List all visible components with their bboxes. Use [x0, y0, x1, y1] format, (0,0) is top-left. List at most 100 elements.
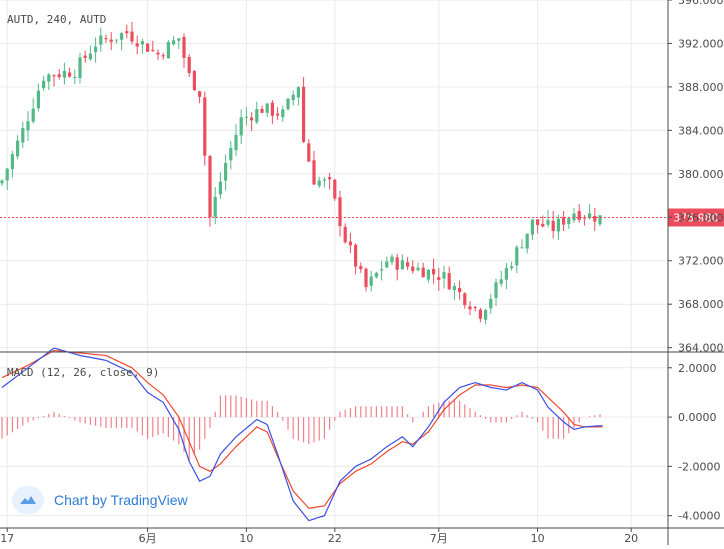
- candle-body: [328, 177, 332, 180]
- candle-body: [504, 268, 508, 280]
- candle-body: [593, 216, 597, 222]
- candle-body: [94, 46, 98, 53]
- time-tick-label: 22: [328, 532, 342, 545]
- candle-body: [0, 180, 4, 184]
- candle-body: [296, 87, 300, 98]
- tradingview-cloud-icon: [12, 486, 44, 514]
- candle-body: [120, 33, 124, 40]
- last-price-tag: [668, 208, 724, 227]
- candle-body: [437, 277, 441, 280]
- candle-body: [156, 52, 160, 55]
- candle-body: [52, 75, 56, 77]
- macd-tick-label: -2.0000: [678, 460, 720, 473]
- time-tick-label: 7月: [430, 532, 448, 545]
- candle-body: [203, 97, 207, 156]
- candle-body: [582, 217, 586, 219]
- candle-body: [187, 56, 191, 73]
- candle-body: [104, 38, 108, 40]
- candle-body: [369, 276, 373, 286]
- candle-body: [385, 261, 389, 268]
- candle-body: [125, 31, 129, 34]
- candle-body: [541, 223, 545, 227]
- candle-body: [364, 268, 368, 288]
- candle-body: [530, 219, 534, 235]
- candle-body: [47, 74, 51, 82]
- candle-body: [463, 293, 467, 306]
- candle-body: [416, 267, 420, 271]
- candle-body: [42, 80, 46, 89]
- candle-body: [312, 160, 316, 185]
- candle-body: [270, 102, 274, 116]
- time-tick-label: 10: [531, 532, 545, 545]
- watermark-text: Chart by TradingView: [54, 492, 188, 508]
- candle-body: [291, 94, 295, 101]
- candle-body: [338, 197, 342, 227]
- candle-body: [161, 55, 165, 57]
- price-tick-label: 396.000: [678, 0, 724, 7]
- candle-body: [473, 306, 477, 308]
- candle-body: [572, 213, 576, 221]
- candle-body: [182, 37, 186, 58]
- time-tick-label: 6月: [139, 532, 157, 545]
- candle-body: [255, 109, 259, 123]
- candle-body: [452, 286, 456, 290]
- candle-body: [281, 109, 285, 118]
- time-tick-label: 17: [0, 532, 14, 545]
- candle-body: [260, 108, 264, 113]
- price-tick-label: 384.000: [678, 124, 724, 137]
- candle-body: [68, 72, 72, 77]
- candle-body: [390, 256, 394, 263]
- candle-body: [598, 215, 602, 225]
- candle-body: [478, 309, 482, 319]
- candle-body: [447, 273, 451, 290]
- candle-body: [421, 267, 425, 278]
- candle-body: [359, 266, 363, 270]
- price-tick-label: 372.000: [678, 255, 724, 268]
- candle-body: [276, 113, 280, 116]
- candle-body: [432, 268, 436, 275]
- candle-body: [73, 77, 77, 79]
- candle-body: [411, 266, 415, 272]
- last-price-label: 375.980: [673, 212, 719, 225]
- candle-body: [130, 31, 134, 42]
- candle-body: [562, 217, 566, 225]
- candle-body: [468, 306, 472, 310]
- candle-body: [374, 272, 378, 278]
- macd-legend: MACD (12, 26, close, 9): [7, 366, 159, 379]
- candle-body: [88, 53, 92, 60]
- macd-tick-label: -4.0000: [678, 510, 720, 523]
- candle-body: [333, 179, 337, 199]
- price-tick-label: 392.000: [678, 37, 724, 50]
- candle-body: [114, 39, 118, 41]
- candle-body: [588, 213, 592, 219]
- candle-body: [520, 247, 524, 249]
- candle-body: [546, 220, 550, 225]
- candle-body: [21, 127, 25, 143]
- price-tick-label: 368.000: [678, 298, 724, 311]
- candle-body: [83, 55, 87, 58]
- candle-body: [57, 74, 61, 78]
- candle-body: [250, 117, 254, 121]
- tradingview-watermark[interactable]: Chart by TradingView: [12, 486, 188, 514]
- candle-body: [140, 41, 144, 45]
- candle-body: [286, 98, 290, 110]
- candle-body: [146, 43, 150, 52]
- candle-body: [536, 219, 540, 225]
- candle-body: [244, 116, 248, 118]
- candle-body: [348, 241, 352, 246]
- candle-body: [322, 179, 326, 181]
- candle-body: [400, 260, 404, 270]
- price-tick-label: 364.000: [678, 342, 724, 355]
- candle-body: [218, 181, 222, 195]
- candle-body: [499, 279, 503, 284]
- candle-body: [213, 196, 217, 217]
- candle-body: [510, 266, 514, 269]
- time-tick-label: 10: [239, 532, 253, 545]
- candle-body: [567, 218, 571, 224]
- candle-body: [198, 91, 202, 97]
- candle-body: [489, 298, 493, 309]
- candle-body: [229, 147, 233, 161]
- candle-body: [525, 233, 529, 249]
